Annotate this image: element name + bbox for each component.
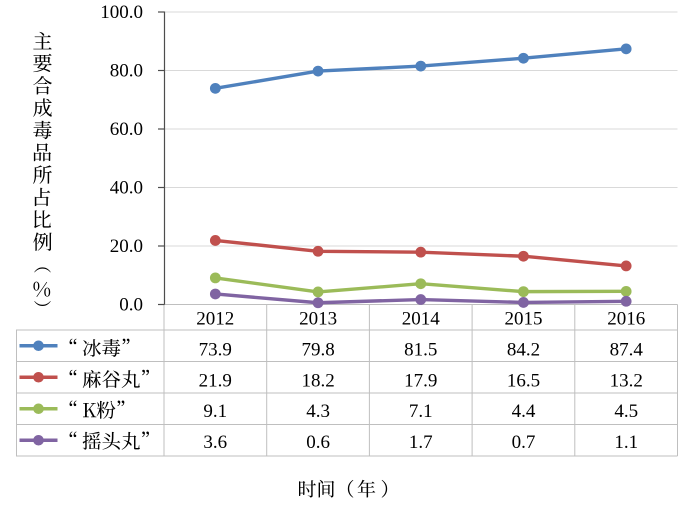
- svg-text:2015: 2015: [505, 308, 543, 329]
- svg-text:100.0: 100.0: [100, 2, 143, 23]
- svg-text:2013: 2013: [299, 308, 337, 329]
- svg-text:4.3: 4.3: [306, 401, 330, 422]
- svg-text:20.0: 20.0: [110, 236, 143, 257]
- svg-text:9.1: 9.1: [203, 401, 227, 422]
- svg-text:73.9: 73.9: [199, 339, 232, 360]
- svg-text:40.0: 40.0: [110, 178, 143, 199]
- svg-text:4.5: 4.5: [614, 401, 638, 422]
- svg-text:0.0: 0.0: [119, 295, 143, 316]
- svg-text:0.6: 0.6: [306, 432, 330, 453]
- svg-text:0.7: 0.7: [512, 432, 536, 453]
- svg-text:7.1: 7.1: [409, 401, 433, 422]
- svg-text:1.7: 1.7: [409, 432, 433, 453]
- svg-text:4.4: 4.4: [512, 401, 536, 422]
- svg-text:87.4: 87.4: [610, 339, 644, 360]
- svg-text:60.0: 60.0: [110, 119, 143, 140]
- svg-text:18.2: 18.2: [301, 370, 334, 391]
- svg-text:84.2: 84.2: [507, 339, 540, 360]
- svg-text:1.1: 1.1: [614, 432, 638, 453]
- svg-text:2014: 2014: [402, 308, 441, 329]
- svg-text:80.0: 80.0: [110, 61, 143, 82]
- svg-text:79.8: 79.8: [301, 339, 334, 360]
- svg-text:21.9: 21.9: [199, 370, 232, 391]
- svg-text:3.6: 3.6: [203, 432, 227, 453]
- svg-text:13.2: 13.2: [610, 370, 643, 391]
- svg-text:17.9: 17.9: [404, 370, 437, 391]
- svg-text:2012: 2012: [196, 308, 234, 329]
- svg-text:2016: 2016: [607, 308, 645, 329]
- svg-text:81.5: 81.5: [404, 339, 437, 360]
- svg-text:16.5: 16.5: [507, 370, 540, 391]
